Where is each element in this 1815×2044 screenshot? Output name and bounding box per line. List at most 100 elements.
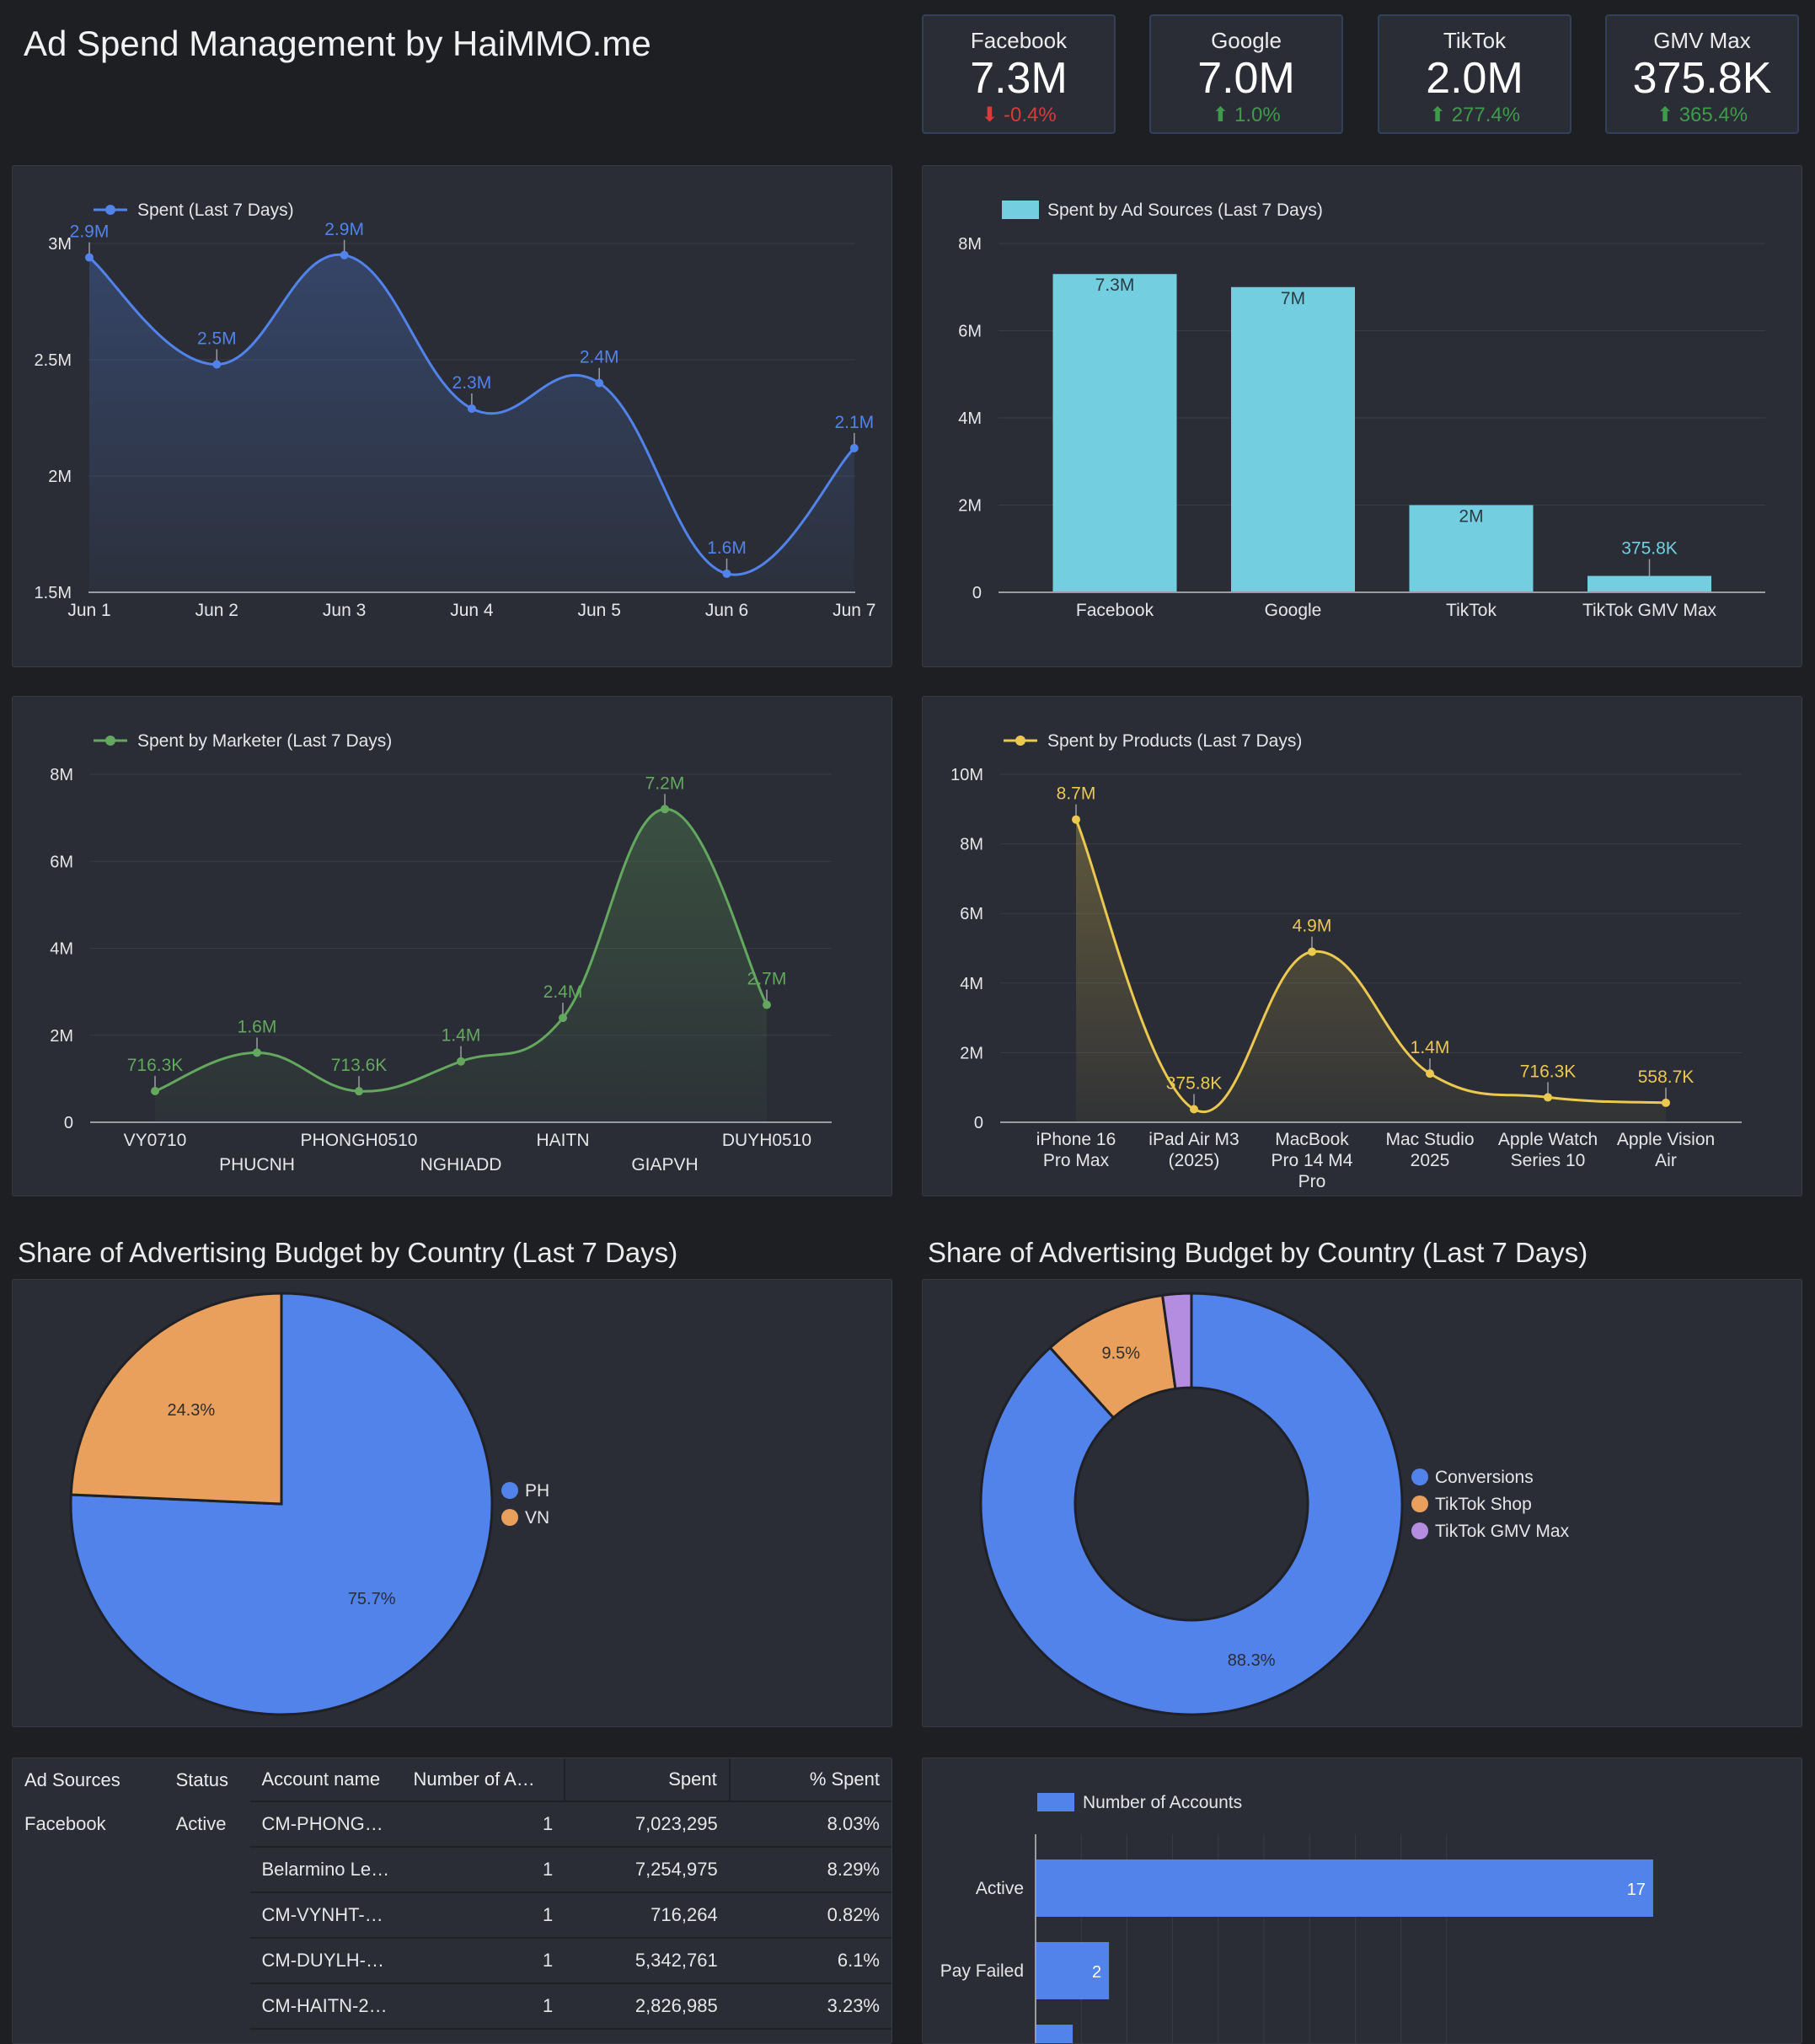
marketer-panel[interactable]: 0 2M 4M 6M 8M Spent by Marketer (Last 7 Days)…	[12, 696, 892, 1196]
column-header-number-of-accounts[interactable]: Number of A…	[413, 1768, 535, 1790]
country-pie-chart[interactable]: 75.7% 24.3% PH VN	[13, 1280, 893, 1728]
column-header-account-name[interactable]: Account name	[261, 1768, 381, 1790]
legend-label: Spent (Last 7 Days)	[137, 201, 294, 220]
table-row[interactable]: CM-VYNHT-… 1 716,264 0.82%	[13, 1892, 891, 1938]
kpi-value: 7.0M	[1197, 54, 1295, 103]
accounts-table[interactable]: Ad Sources Status Account name Number of…	[13, 1758, 891, 2043]
ad-sources-panel[interactable]: 0 2M 4M 6M 8M Spent by Ad Sources (Last 7 Day…	[922, 165, 1802, 667]
cell-percent: 13.54%	[729, 2028, 891, 2043]
y-tick-label: 8M	[50, 766, 73, 784]
y-tick-label: 2M	[48, 468, 72, 486]
y-tick-label: 3M	[48, 235, 72, 254]
table-row[interactable]: CM-HAITN-2… 1 2,826,985 3.23%	[13, 1982, 891, 2029]
legend-swatch	[1037, 1793, 1074, 1811]
series-area	[89, 254, 854, 592]
legend-label: Number of Accounts	[1083, 1793, 1242, 1812]
pie-slice	[69, 1292, 283, 1506]
x-tick-label: Air	[1655, 1151, 1677, 1170]
campaign-donut-chart[interactable]: 88.3% 9.5% Conversions TikTok Shop TikTok GM…	[923, 1280, 1803, 1728]
data-label: 1.6M	[707, 538, 747, 558]
cell-status	[164, 1892, 250, 1938]
bar-value-label: 2M	[1459, 507, 1483, 527]
cell-ad-source	[13, 2029, 164, 2043]
column-header-ad-sources[interactable]: Ad Sources	[24, 1768, 120, 1790]
data-point	[763, 1000, 771, 1009]
cell-spent: 2,826,985	[565, 1982, 730, 2029]
x-tick-label: Jun 7	[833, 601, 875, 620]
data-point	[595, 378, 604, 388]
data-point	[849, 443, 859, 452]
bar	[1036, 2025, 1073, 2043]
accounts-bar-chart[interactable]: Number of Accounts 17 Active 2 Pay Failed	[923, 1758, 1802, 2044]
data-point	[85, 253, 94, 262]
legend-label: PH	[525, 1481, 549, 1501]
products-chart[interactable]: 0 2M 4M 6M 8M 10M Spent by Products (Last 7 Da…	[923, 697, 1803, 1197]
x-tick-label: Series 10	[1511, 1151, 1586, 1170]
data-label: 2.7M	[747, 970, 787, 989]
kpi-google[interactable]: Google 7.0M ⬆ 1.0%	[1149, 14, 1343, 134]
y-tick-label: 2M	[960, 1044, 983, 1062]
y-tick-label: 4M	[50, 940, 73, 959]
table-row[interactable]: Facebook Active CM-PHONG… 1 7,023,295 8.…	[13, 1801, 891, 1847]
x-tick-label: VY0710	[124, 1131, 187, 1150]
x-tick-label: Google	[1265, 601, 1322, 620]
country-section-title: Share of Advertising Budget by Country (…	[18, 1237, 678, 1268]
cell-number: 1	[401, 1801, 565, 1847]
x-tick-label: 2025	[1411, 1151, 1450, 1170]
campaign-donut-panel[interactable]: 88.3% 9.5% Conversions TikTok Shop TikTok GM…	[922, 1279, 1802, 1727]
kpi-label: Google	[1211, 28, 1282, 53]
column-header-spent[interactable]: Spent	[564, 1758, 730, 1801]
x-tick-label: Pro Max	[1043, 1151, 1110, 1170]
table-row[interactable]: CM-DUYLH-… 1 5,342,761 6.1%	[13, 1937, 891, 1983]
country-pie-panel[interactable]: 75.7% 24.3% PH VN	[12, 1279, 892, 1727]
column-header-status[interactable]: Status	[175, 1768, 228, 1790]
kpi-delta: ⬆ 1.0%	[1151, 103, 1341, 127]
accounts-chart-panel[interactable]: Number of Accounts 17 Active 2 Pay Failed	[922, 1758, 1802, 2044]
data-label: 2.9M	[324, 220, 364, 239]
kpi-delta-value: 365.4%	[1678, 104, 1748, 126]
cell-ad-source: Facebook	[24, 1813, 106, 1834]
kpi-value: 375.8K	[1632, 54, 1772, 103]
data-point	[355, 1087, 363, 1096]
bar-value-label: 375.8K	[1621, 539, 1678, 559]
x-tick-label: Jun 4	[450, 601, 494, 620]
spent-7-days-panel[interactable]: 1.5M 2M 2.5M 3M Spent (Last 7 Days) 2.9M 2.5M 2…	[12, 165, 892, 667]
x-tick-label: (2025)	[1169, 1151, 1220, 1170]
x-tick-label: Apple Watch	[1498, 1130, 1598, 1149]
x-tick-label: iPad Air M3	[1148, 1130, 1239, 1149]
legend-label: TikTok GMV Max	[1435, 1522, 1570, 1541]
bar	[1409, 505, 1534, 592]
legend-marker	[1411, 1522, 1428, 1539]
y-tick-label: 0	[972, 584, 982, 602]
kpi-tiktok[interactable]: TikTok 2.0M ⬆ 277.4%	[1378, 14, 1571, 134]
bar	[1231, 286, 1355, 592]
data-label: 716.3K	[1520, 1062, 1577, 1081]
column-header-percent-spent[interactable]: % Spent	[728, 1758, 891, 1801]
kpi-facebook[interactable]: Facebook 7.3M ⬇ -0.4%	[922, 14, 1116, 134]
cell-number: 1	[401, 1892, 565, 1938]
cell-spent: 716,264	[565, 1892, 730, 1938]
accounts-table-panel[interactable]: Ad Sources Status Account name Number of…	[12, 1758, 892, 2044]
y-tick-label: 1.5M	[35, 584, 72, 602]
products-panel[interactable]: 0 2M 4M 6M 8M 10M Spent by Products (Last 7 Da…	[922, 696, 1802, 1196]
data-point	[1544, 1093, 1552, 1102]
y-tick-label: Active	[976, 1879, 1024, 1898]
spent-7-days-chart[interactable]: 1.5M 2M 2.5M 3M Spent (Last 7 Days) 2.9M 2.5M 2…	[13, 166, 893, 668]
bar	[1052, 274, 1177, 592]
table-row[interactable]: Belarmino Le… 1 7,254,975 8.29%	[13, 1846, 891, 1892]
data-point	[467, 404, 476, 413]
series-area	[155, 809, 767, 1122]
kpi-gmv-max[interactable]: GMV Max 375.8K ⬆ 365.4%	[1605, 14, 1799, 134]
legend-label: VN	[525, 1508, 549, 1528]
ad-sources-chart[interactable]: 0 2M 4M 6M 8M Spent by Ad Sources (Last 7 Day…	[923, 166, 1803, 668]
legend-label: Spent by Ad Sources (Last 7 Days)	[1047, 201, 1323, 220]
cell-account-name: CM-PHONG…	[249, 1801, 402, 1847]
data-point	[1308, 947, 1316, 956]
cell-ad-source	[13, 1847, 164, 1892]
cell-spent: 7,254,975	[565, 1846, 730, 1892]
legend-label: Conversions	[1435, 1468, 1534, 1487]
cell-account-name: Belarmino Le…	[249, 1846, 402, 1892]
marketer-chart[interactable]: 0 2M 4M 6M 8M Spent by Marketer (Last 7 Days)…	[13, 697, 893, 1197]
table-row[interactable]: LTO 01… 1 11,834,215 13.54%	[13, 2028, 891, 2043]
data-point	[253, 1048, 261, 1057]
